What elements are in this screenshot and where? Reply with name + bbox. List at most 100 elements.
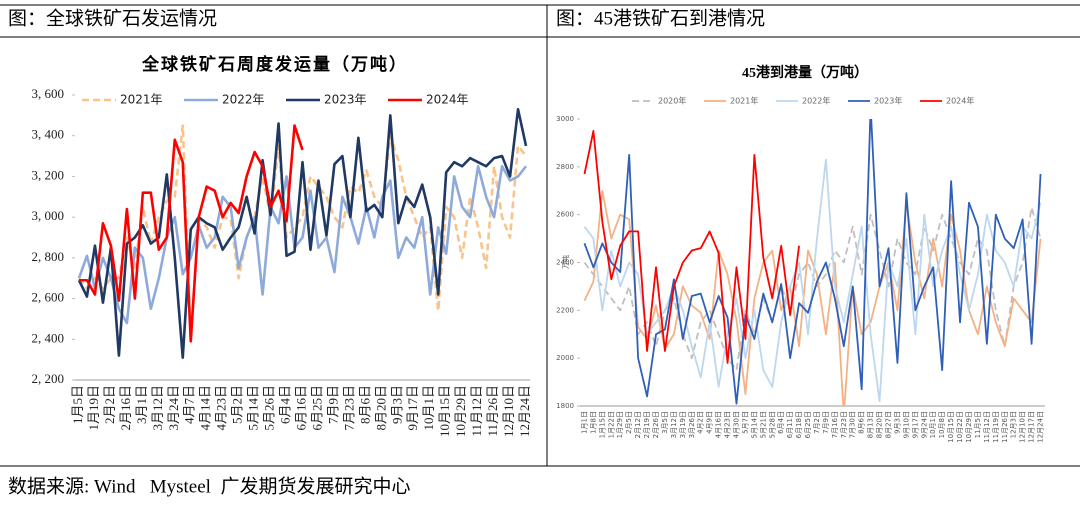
x-tick-label: 2月5日 bbox=[625, 411, 633, 434]
x-tick-label: 3月26日 bbox=[688, 411, 696, 438]
x-tick-label: 5月14日 bbox=[246, 385, 261, 431]
caption: 图：45港铁矿石到港情况 bbox=[556, 7, 765, 29]
x-tick-label: 12月10日 bbox=[501, 385, 516, 437]
x-tick-label: 10月8日 bbox=[938, 411, 946, 438]
x-tick-label: 11月12日 bbox=[983, 411, 991, 443]
series-line bbox=[583, 119, 1042, 405]
legend-label: 2021年 bbox=[120, 93, 163, 107]
legend-label: 2024年 bbox=[946, 96, 974, 106]
plot-area bbox=[77, 107, 528, 359]
source-note: 数据来源: Wind Mysteel 广发期货发展研究中心 bbox=[8, 475, 410, 497]
x-tick-label: 8月6日 bbox=[858, 411, 866, 434]
x-tick-label: 4月16日 bbox=[715, 411, 723, 438]
y-tick-label: 2, 800 bbox=[32, 249, 65, 264]
x-tick-label: 9月17日 bbox=[911, 411, 919, 438]
x-tick-label: 8月20日 bbox=[373, 385, 388, 431]
x-tick-label: 6月4日 bbox=[777, 411, 785, 434]
plot-area bbox=[583, 119, 1042, 406]
x-tick-label: 12月10日 bbox=[1019, 411, 1027, 443]
x-tick-label: 7月16日 bbox=[831, 411, 839, 438]
chart-title: 45港到港量（万吨） bbox=[742, 64, 868, 81]
x-tick-label: 3月12日 bbox=[150, 385, 165, 431]
x-tick-label: 7月9日 bbox=[822, 411, 830, 434]
x-tick-label: 10月1日 bbox=[929, 411, 937, 438]
x-tick-label: 9月17日 bbox=[405, 385, 420, 431]
legend-label: 2023年 bbox=[324, 93, 367, 107]
x-tick-label: 4月30日 bbox=[732, 411, 740, 438]
x-tick-label: 10月29日 bbox=[965, 411, 973, 443]
x-tick-label: 11月26日 bbox=[1001, 411, 1009, 443]
legend-label: 2023年 bbox=[874, 96, 902, 106]
x-tick-label: 2月2日 bbox=[102, 385, 117, 424]
x-tick-label: 1月5日 bbox=[70, 385, 85, 424]
y-tick-label: 2600 bbox=[556, 211, 574, 219]
x-tick-label: 4月9日 bbox=[706, 411, 714, 434]
x-tick-label: 6月25日 bbox=[804, 411, 812, 438]
series-line bbox=[78, 124, 304, 343]
series-line bbox=[77, 164, 528, 325]
legend-label: 2022年 bbox=[802, 96, 830, 106]
x-tick-label: 4月23日 bbox=[724, 411, 732, 438]
x-tick-label: 7月23日 bbox=[341, 385, 356, 431]
x-tick-label: 1月19日 bbox=[86, 385, 101, 431]
caption: 图：全球铁矿石发运情况 bbox=[8, 7, 217, 29]
x-tick-label: 11月26日 bbox=[485, 385, 500, 437]
y-tick-label: 2200 bbox=[556, 306, 574, 314]
x-tick-label: 4月7日 bbox=[182, 385, 197, 424]
x-tick-label: 3月19日 bbox=[679, 411, 687, 438]
x-tick-label: 6月25日 bbox=[309, 385, 324, 431]
frame bbox=[0, 4, 1080, 467]
x-tick-label: 12月3日 bbox=[1010, 411, 1018, 438]
x-tick-label: 9月3日 bbox=[389, 385, 404, 424]
x-tick-label: 4月2日 bbox=[697, 411, 705, 434]
y-tick-label: 1800 bbox=[556, 402, 574, 410]
x-tick-label: 8月20日 bbox=[876, 411, 884, 438]
y-tick-label: 2, 400 bbox=[32, 330, 65, 345]
y-tick-label: 3000 bbox=[556, 115, 574, 123]
x-tick-label: 9月24日 bbox=[920, 411, 928, 438]
x-tick-label: 7月23日 bbox=[840, 411, 848, 438]
x-tick-label: 9月10日 bbox=[902, 411, 910, 438]
x-tick-label: 11月5日 bbox=[974, 411, 982, 438]
y-tick-label: 3, 000 bbox=[32, 208, 65, 223]
x-tick-label: 3月12日 bbox=[670, 411, 678, 438]
y-tick-label: 3, 200 bbox=[32, 167, 65, 182]
x-tick-label: 3月5日 bbox=[661, 411, 669, 434]
legend-label: 2022年 bbox=[222, 93, 265, 107]
x-tick-label: 7月30日 bbox=[849, 411, 857, 438]
y-tick-label: 2, 200 bbox=[32, 371, 65, 386]
x-tick-label: 5月2日 bbox=[230, 385, 245, 424]
x-tick-label: 5月7日 bbox=[741, 411, 749, 434]
x-tick-label: 5月28日 bbox=[768, 411, 776, 438]
x-tick-label: 1月8日 bbox=[589, 411, 597, 434]
x-tick-label: 6月11日 bbox=[786, 411, 794, 438]
x-tick-label: 9月3日 bbox=[893, 411, 901, 434]
x-tick-label: 7月2日 bbox=[813, 411, 821, 434]
x-tick-label: 5月14日 bbox=[750, 411, 758, 438]
x-tick-label: 6月16日 bbox=[293, 385, 308, 431]
legend-label: 2020年 bbox=[658, 96, 686, 106]
y-axis-label: 万吨 bbox=[561, 255, 570, 269]
y-tick-label: 2, 600 bbox=[32, 290, 65, 305]
x-tick-label: 1月29日 bbox=[616, 411, 624, 438]
y-tick-label: 2800 bbox=[556, 163, 574, 171]
x-tick-label: 3月1日 bbox=[134, 385, 149, 424]
x-tick-label: 11月19日 bbox=[992, 411, 1000, 443]
x-tick-label: 10月22日 bbox=[956, 411, 964, 443]
x-tick-label: 11月12日 bbox=[469, 385, 484, 437]
series-line bbox=[583, 130, 800, 364]
x-tick-label: 1月22日 bbox=[607, 411, 615, 438]
x-tick-label: 4月14日 bbox=[198, 385, 213, 431]
x-tick-label: 2月19日 bbox=[643, 411, 651, 438]
x-tick-label: 8月27日 bbox=[885, 411, 893, 438]
y-tick-label: 2000 bbox=[556, 354, 574, 362]
x-tick-label: 2月26日 bbox=[652, 411, 660, 438]
x-tick-label: 1月1日 bbox=[580, 411, 588, 434]
series-line bbox=[583, 189, 1042, 406]
x-tick-label: 8月6日 bbox=[357, 385, 372, 424]
y-tick-label: 2400 bbox=[556, 259, 574, 267]
x-tick-label: 7月9日 bbox=[325, 385, 340, 424]
x-tick-label: 5月21日 bbox=[759, 411, 767, 438]
